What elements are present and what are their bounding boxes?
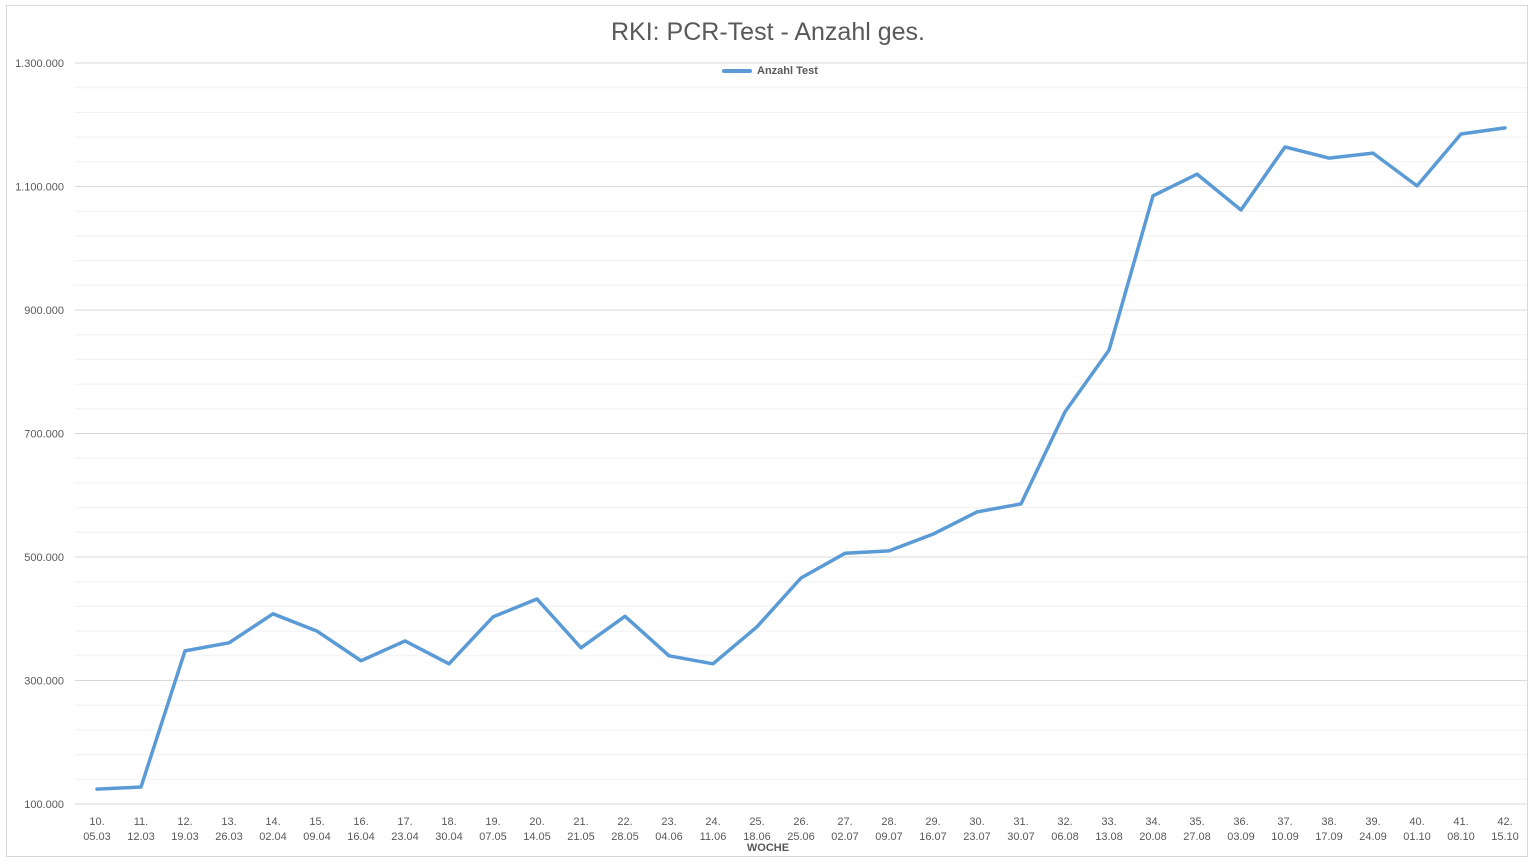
x-tick-label-week: 23. xyxy=(661,816,676,828)
y-tick-label: 1.100.000 xyxy=(15,182,64,194)
x-tick-label-week: 33. xyxy=(1101,816,1116,828)
x-tick-label-date: 23.07 xyxy=(963,831,991,843)
x-axis-label: WOCHE xyxy=(746,842,790,854)
x-tick-label-week: 32. xyxy=(1057,816,1072,828)
x-tick-label-week: 28. xyxy=(881,816,896,828)
x-tick-label-date: 25.06 xyxy=(787,831,815,843)
x-tick-label-week: 41. xyxy=(1453,816,1468,828)
x-tick-label-week: 39. xyxy=(1365,816,1380,828)
x-tick-label-week: 35. xyxy=(1189,816,1204,828)
x-tick-label-date: 19.03 xyxy=(171,831,199,843)
x-tick-label-date: 20.08 xyxy=(1139,831,1167,843)
x-tick-label-date: 01.10 xyxy=(1403,831,1431,843)
x-tick-label-date: 04.06 xyxy=(655,831,683,843)
x-tick-label-week: 29. xyxy=(925,816,940,828)
x-tick-label-week: 25. xyxy=(749,816,764,828)
x-tick-label-week: 14. xyxy=(265,816,280,828)
x-tick-label-date: 30.07 xyxy=(1007,831,1035,843)
x-tick-label-date: 21.05 xyxy=(567,831,595,843)
x-tick-label-week: 17. xyxy=(397,816,412,828)
x-tick-label-date: 17.09 xyxy=(1315,831,1343,843)
x-tick-label-week: 24. xyxy=(705,816,720,828)
x-tick-label-week: 27. xyxy=(837,816,852,828)
legend: Anzahl Test xyxy=(722,65,818,77)
y-tick-label: 100.000 xyxy=(24,799,64,811)
x-tick-label-date: 02.04 xyxy=(259,831,287,843)
x-tick-label-date: 28.05 xyxy=(611,831,639,843)
y-tick-label: 900.000 xyxy=(24,305,64,317)
x-tick-label-date: 10.09 xyxy=(1271,831,1299,843)
x-tick-label-date: 06.08 xyxy=(1051,831,1079,843)
x-tick-label-week: 10. xyxy=(89,816,104,828)
y-tick-label: 1.300.000 xyxy=(15,58,64,70)
x-tick-label-week: 21. xyxy=(573,816,588,828)
x-tick-label-date: 11.06 xyxy=(700,831,727,843)
x-tick-label-week: 16. xyxy=(353,816,368,828)
y-tick-label: 500.000 xyxy=(24,552,64,564)
x-tick-label-week: 36. xyxy=(1233,816,1248,828)
legend-swatch xyxy=(722,69,752,73)
x-tick-label-date: 14.05 xyxy=(523,831,551,843)
x-tick-label-date: 02.07 xyxy=(831,831,859,843)
x-tick-label-date: 24.09 xyxy=(1359,831,1387,843)
x-tick-label-date: 15.10 xyxy=(1491,831,1519,843)
x-tick-label-date: 12.03 xyxy=(127,831,155,843)
x-tick-label-date: 18.06 xyxy=(743,831,771,843)
x-tick-label-week: 30. xyxy=(969,816,984,828)
x-tick-label-week: 31. xyxy=(1013,816,1028,828)
chart-title: RKI: PCR-Test - Anzahl ges. xyxy=(610,18,925,46)
x-tick-label-week: 11. xyxy=(134,816,148,828)
y-tick-label: 700.000 xyxy=(24,429,64,441)
x-tick-label-date: 08.10 xyxy=(1447,831,1475,843)
x-tick-label-week: 40. xyxy=(1409,816,1424,828)
x-tick-label-date: 27.08 xyxy=(1183,831,1211,843)
x-tick-label-week: 22. xyxy=(617,816,632,828)
x-tick-label-week: 20. xyxy=(529,816,544,828)
x-tick-label-date: 07.05 xyxy=(479,831,507,843)
x-tick-label-date: 09.04 xyxy=(303,831,331,843)
x-tick-label-week: 18. xyxy=(441,816,456,828)
y-tick-label: 300.000 xyxy=(24,676,64,688)
x-tick-label-date: 05.03 xyxy=(83,831,111,843)
x-tick-label-week: 38. xyxy=(1321,816,1336,828)
x-tick-label-week: 13. xyxy=(221,816,236,828)
x-tick-label-week: 42. xyxy=(1497,816,1512,828)
x-tick-label-week: 12. xyxy=(177,816,192,828)
x-tick-label-date: 26.03 xyxy=(215,831,243,843)
x-tick-label-date: 16.04 xyxy=(347,831,375,843)
legend-label: Anzahl Test xyxy=(757,65,818,77)
x-tick-label-date: 30.04 xyxy=(435,831,463,843)
x-tick-label-date: 23.04 xyxy=(391,831,419,843)
x-tick-label-date: 13.08 xyxy=(1095,831,1123,843)
x-tick-label-week: 15. xyxy=(309,816,324,828)
x-tick-label-date: 09.07 xyxy=(875,831,903,843)
x-tick-label-date: 16.07 xyxy=(919,831,947,843)
x-tick-label-week: 34. xyxy=(1145,816,1160,828)
x-tick-label-date: 03.09 xyxy=(1227,831,1255,843)
x-tick-label-week: 37. xyxy=(1277,816,1292,828)
chart-frame xyxy=(6,5,1528,857)
x-tick-label-week: 19. xyxy=(485,816,500,828)
x-tick-label-week: 26. xyxy=(793,816,808,828)
